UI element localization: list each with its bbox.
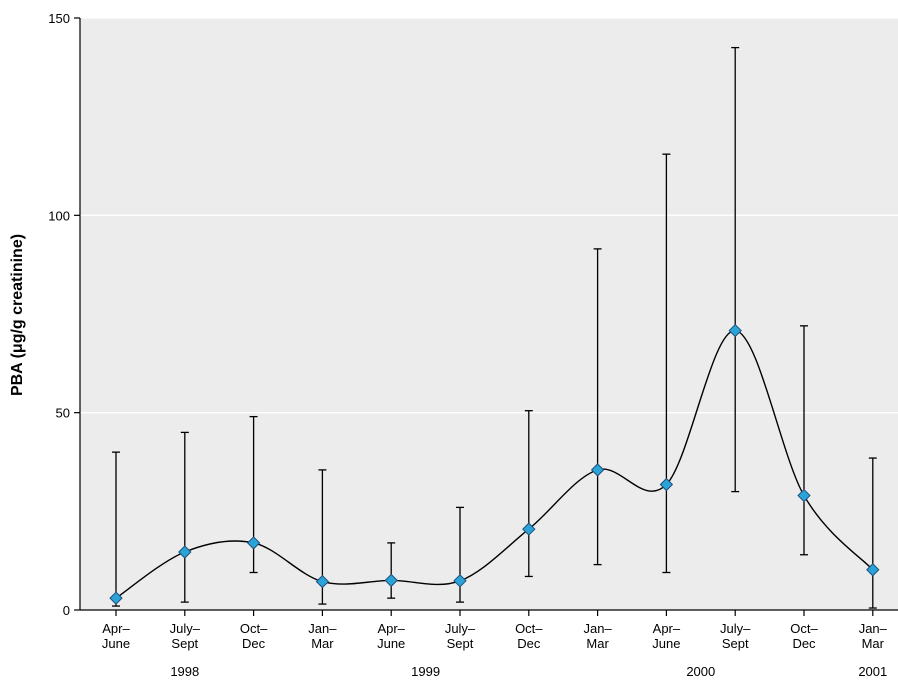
x-tick-label: Sept <box>447 636 474 651</box>
y-tick-label: 0 <box>63 603 70 618</box>
year-label: 2000 <box>686 664 715 679</box>
x-tick-label: Jan– <box>583 621 612 636</box>
y-axis-ticks: 0 50 100 150 <box>48 11 80 618</box>
data-point <box>315 574 330 589</box>
data-point <box>246 536 261 550</box>
x-tick-label: Jan– <box>308 621 337 636</box>
data-markers <box>109 323 880 605</box>
x-tick-label: Sept <box>722 636 749 651</box>
x-tick-label: Oct– <box>515 621 543 636</box>
y-axis-title: PBA (μg/g creatinine) <box>9 234 26 396</box>
x-tick-label: Oct– <box>240 621 268 636</box>
data-point <box>659 477 674 492</box>
x-tick-label: Mar <box>311 636 334 651</box>
x-tick-label: Dec <box>792 636 816 651</box>
x-tick-label: Apr– <box>653 621 681 636</box>
x-tick-label: Jan– <box>859 621 888 636</box>
x-tick-label: Mar <box>862 636 885 651</box>
x-tick-label: July– <box>445 621 476 636</box>
year-label: 1998 <box>170 664 199 679</box>
data-point <box>453 574 467 588</box>
year-label: 2001 <box>858 664 887 679</box>
x-tick-label: Apr– <box>377 621 405 636</box>
x-tick-label: Oct– <box>790 621 818 636</box>
x-tick-label: Mar <box>586 636 609 651</box>
error-bars <box>112 46 877 609</box>
data-point <box>109 591 123 605</box>
data-point <box>590 463 605 477</box>
data-point <box>384 573 398 588</box>
x-axis-ticks: Apr–JuneJuly–SeptOct–DecJan–MarApr–JuneJ… <box>102 610 888 651</box>
data-point <box>522 522 536 536</box>
x-tick-label: Dec <box>517 636 541 651</box>
x-tick-label: Apr– <box>102 621 130 636</box>
x-tick-label: June <box>102 636 130 651</box>
y-tick-label: 150 <box>48 11 70 26</box>
data-point <box>728 323 742 338</box>
data-point <box>797 488 811 503</box>
year-label: 1999 <box>411 664 440 679</box>
x-tick-label: June <box>652 636 680 651</box>
x-tick-label: Dec <box>242 636 266 651</box>
year-labels: 1998 1999 2000 2001 <box>170 664 887 679</box>
x-tick-label: June <box>377 636 405 651</box>
y-tick-label: 50 <box>56 406 70 421</box>
plot-area <box>80 18 898 610</box>
data-point <box>178 545 192 559</box>
gridlines <box>80 17 898 414</box>
x-tick-label: July– <box>720 621 751 636</box>
x-tick-label: Sept <box>171 636 198 651</box>
x-tick-label: July– <box>170 621 201 636</box>
data-point <box>866 563 880 577</box>
y-tick-label: 100 <box>48 208 70 223</box>
